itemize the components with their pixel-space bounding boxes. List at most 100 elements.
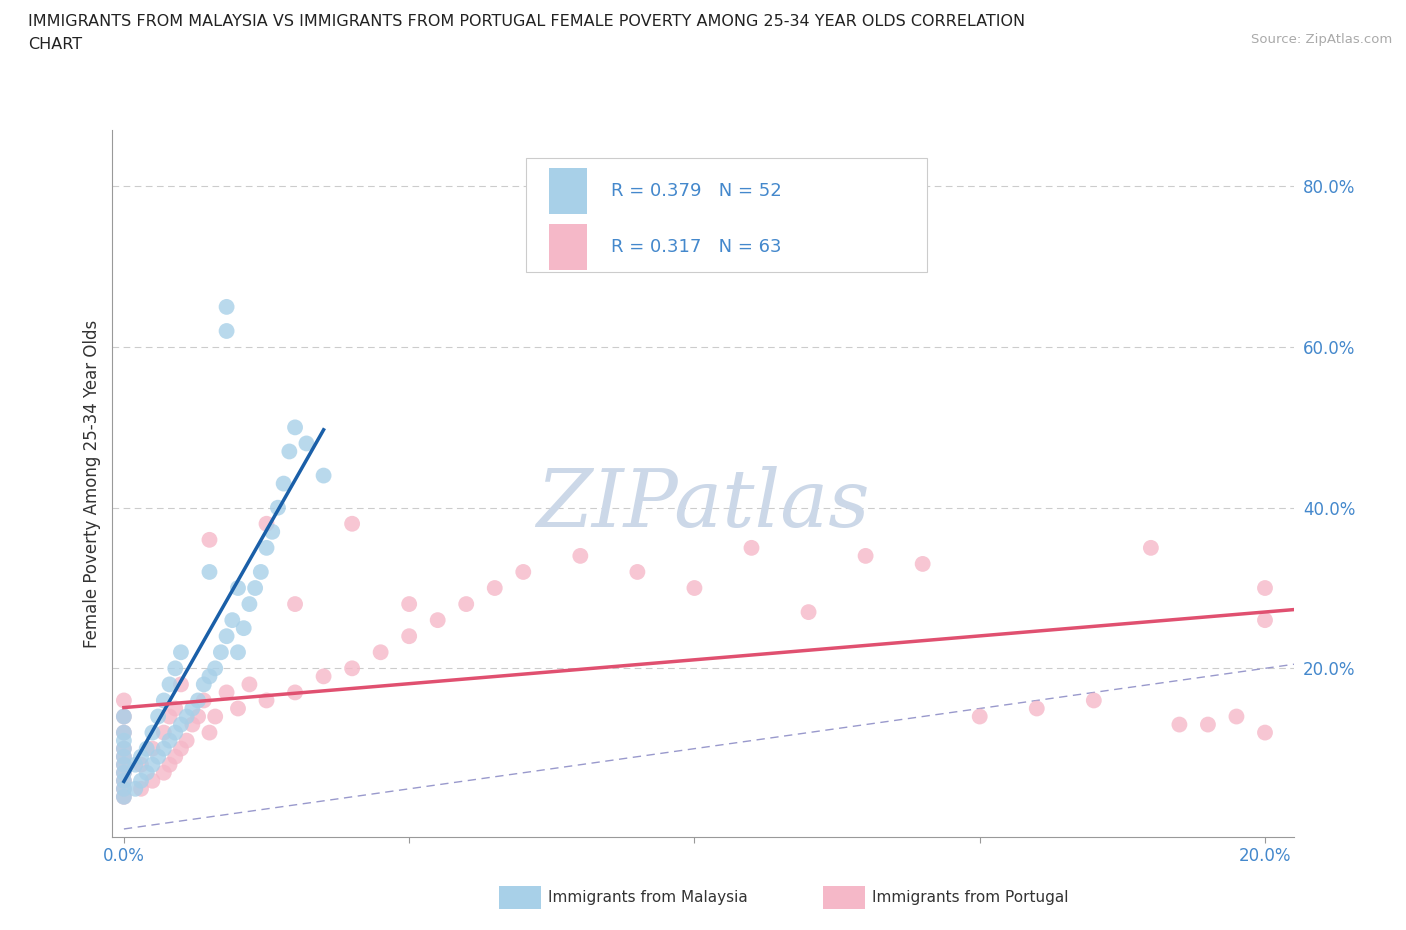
Point xyxy=(626,565,648,579)
Point xyxy=(181,701,204,716)
Point xyxy=(176,733,198,748)
Y-axis label: Female Poverty Among 25-34 Year Olds: Female Poverty Among 25-34 Year Olds xyxy=(83,320,101,647)
Point xyxy=(112,733,135,748)
Point xyxy=(153,693,176,708)
Point xyxy=(129,781,152,796)
Point xyxy=(1140,540,1163,555)
Point xyxy=(112,750,135,764)
Point xyxy=(187,709,209,724)
FancyBboxPatch shape xyxy=(526,158,928,272)
Point xyxy=(146,709,169,724)
Point xyxy=(456,597,478,612)
FancyBboxPatch shape xyxy=(550,224,588,270)
Point xyxy=(1254,613,1277,628)
Point xyxy=(484,580,506,595)
Point xyxy=(170,677,193,692)
Point xyxy=(112,741,135,756)
Point xyxy=(181,717,204,732)
Point xyxy=(204,709,226,724)
Point xyxy=(112,693,135,708)
Point xyxy=(512,565,534,579)
Text: Immigrants from Portugal: Immigrants from Portugal xyxy=(872,890,1069,905)
Point xyxy=(262,525,284,539)
Point xyxy=(141,725,163,740)
Point xyxy=(112,750,135,764)
Point xyxy=(129,774,152,789)
Point xyxy=(398,597,420,612)
Point xyxy=(112,709,135,724)
Point xyxy=(112,765,135,780)
Point xyxy=(124,781,146,796)
Point xyxy=(215,685,238,700)
Point xyxy=(165,661,187,676)
Point xyxy=(284,420,307,435)
Point xyxy=(1083,693,1105,708)
Point xyxy=(112,765,135,780)
Point xyxy=(129,750,152,764)
Point xyxy=(153,741,176,756)
Point xyxy=(1254,725,1277,740)
Point xyxy=(170,644,193,659)
Point xyxy=(193,693,215,708)
Point xyxy=(426,613,449,628)
Point xyxy=(165,701,187,716)
Point xyxy=(1254,580,1277,595)
Point xyxy=(340,661,363,676)
Point xyxy=(193,677,215,692)
Point xyxy=(129,757,152,772)
Point xyxy=(284,685,307,700)
Point xyxy=(278,444,301,458)
Point xyxy=(215,629,238,644)
Point xyxy=(370,644,392,659)
Point xyxy=(295,436,318,451)
Point xyxy=(238,677,260,692)
Point xyxy=(141,741,163,756)
Point xyxy=(855,549,877,564)
Point xyxy=(198,532,221,547)
Point xyxy=(112,774,135,789)
Point xyxy=(112,741,135,756)
Text: CHART: CHART xyxy=(28,37,82,52)
Point xyxy=(1197,717,1219,732)
Point xyxy=(198,725,221,740)
Point xyxy=(141,757,163,772)
Point xyxy=(204,661,226,676)
Point xyxy=(1168,717,1191,732)
Text: IMMIGRANTS FROM MALAYSIA VS IMMIGRANTS FROM PORTUGAL FEMALE POVERTY AMONG 25-34 : IMMIGRANTS FROM MALAYSIA VS IMMIGRANTS F… xyxy=(28,14,1025,29)
Point xyxy=(238,597,260,612)
Point xyxy=(112,725,135,740)
Point xyxy=(170,717,193,732)
Point xyxy=(267,500,290,515)
Point xyxy=(112,781,135,796)
Point xyxy=(170,741,193,756)
Point xyxy=(243,580,266,595)
Point xyxy=(911,556,934,571)
Point xyxy=(226,644,249,659)
Point xyxy=(569,549,592,564)
FancyBboxPatch shape xyxy=(550,168,588,214)
Text: R = 0.379   N = 52: R = 0.379 N = 52 xyxy=(610,182,782,200)
Point xyxy=(112,781,135,796)
Point xyxy=(198,565,221,579)
Point xyxy=(112,709,135,724)
Point xyxy=(112,790,135,804)
Point xyxy=(187,693,209,708)
Point xyxy=(215,299,238,314)
Point xyxy=(159,709,181,724)
Point xyxy=(683,580,706,595)
Point xyxy=(153,765,176,780)
Text: ZIPatlas: ZIPatlas xyxy=(536,466,870,543)
Point xyxy=(969,709,991,724)
Point xyxy=(159,757,181,772)
Point xyxy=(226,580,249,595)
Point xyxy=(159,677,181,692)
Point xyxy=(135,741,157,756)
Text: R = 0.317   N = 63: R = 0.317 N = 63 xyxy=(610,238,782,256)
Point xyxy=(159,733,181,748)
Point xyxy=(209,644,232,659)
Point xyxy=(797,604,820,619)
Point xyxy=(112,790,135,804)
Point xyxy=(312,468,335,483)
Point xyxy=(221,613,243,628)
Point xyxy=(141,774,163,789)
